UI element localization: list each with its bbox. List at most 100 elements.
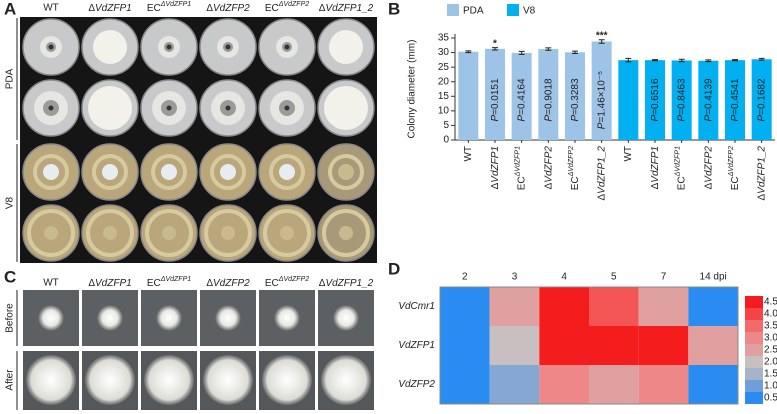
colony-center [221,226,235,240]
row-label: VdZFP2 [398,379,435,390]
column-label: ECΔVdZFP1 [147,1,191,14]
row-label: After [5,369,16,391]
colony [329,30,363,64]
p-value: P=0.4139 [703,78,714,122]
colony-core [225,105,231,111]
column-label: 7 [661,272,667,283]
heatmap-cell [489,365,540,404]
heatmap-cell [688,365,738,404]
colony [274,305,300,331]
legend-label: V8 [523,6,536,17]
p-value: P=0.3283 [570,78,581,122]
p-value: P=1.46×10⁻⁵ [596,71,607,129]
p-value: P=0.1682 [756,78,767,122]
colony-center [44,226,58,240]
colony-center [338,164,354,180]
y-axis-label: Colony diameter (mm) [407,40,418,139]
heatmap-cell [589,365,639,404]
colony [92,154,128,190]
significance: *** [596,30,608,41]
row-label: Before [5,303,16,333]
colony [204,209,252,257]
colony-center [43,164,59,180]
colony [33,154,69,190]
x-tick-label: ΔVdZFP1_2 [596,146,607,201]
heatmap-cell [638,287,689,326]
colony [328,154,364,190]
panel-letter: C [4,267,16,286]
x-tick-label: ΔVdZFP1 [490,146,501,189]
row-label: V8 [5,196,16,209]
error-bar [518,50,525,55]
bar [591,41,612,140]
bar [751,59,772,140]
error-bar [625,57,632,63]
colony-center [279,164,295,180]
colorbar-box [745,308,763,320]
colony [26,355,76,405]
panel-letter: D [388,259,400,278]
bar [485,48,505,141]
colony-core [284,105,290,111]
colorbar-box [745,368,763,380]
colony [97,305,123,331]
heatmap-cell [440,287,490,326]
x-tick-label: WT [623,146,634,162]
heatmap-cell [688,326,738,365]
heatmap-cell [688,287,738,326]
bar [458,51,479,140]
bar [725,60,745,140]
colony [156,305,182,331]
error-bar [492,47,498,51]
bar [565,52,585,140]
column-label: ΔVdZFP2 [206,3,250,14]
column-label: 2 [462,272,468,283]
colorbar-tick-label: 2.0 [764,357,777,368]
column-label: 5 [611,272,617,283]
x-tick-label: ΔVdZFP2 [703,146,714,190]
heatmap-cell [589,326,639,365]
colony-center [339,226,353,240]
colony [333,305,359,331]
colony [151,154,187,190]
column-label: ΔVdZFP1_2 [319,3,374,14]
colony [322,209,370,257]
y-tick-label: 10 [438,105,450,116]
colony [93,30,127,64]
column-label: ΔVdZFP2 [206,278,250,289]
colony [262,355,312,405]
colorbar-tick-label: 0.5 [764,393,777,404]
legend-swatch [447,4,459,16]
column-label: ΔVdZFP1_2 [319,278,374,289]
y-tick-label: 25 [438,62,450,73]
heatmap-border [439,286,739,405]
y-tick-label: 0 [443,135,449,146]
row-label: VdCmr1 [398,301,435,312]
colony [203,355,253,405]
colony [269,154,305,190]
y-tick-label: 30 [438,47,450,58]
column-label: ΔVdZFP1 [88,278,131,289]
heatmap-cell [489,326,540,365]
colorbar-box [745,332,763,344]
heatmap-cell [638,365,689,404]
bar [538,49,559,140]
column-label: ECΔVdZFP1 [147,276,191,289]
x-tick-label: ECΔVdZFP2 [568,146,581,190]
column-label: ECΔVdZFP2 [265,276,309,289]
heatmap-cell [589,287,639,326]
heatmap-cell [638,326,689,365]
colorbar-tick-label: 3.0 [764,333,777,344]
legend-label: PDA [463,6,484,17]
x-tick-label: ECΔVdZFP1 [515,146,528,190]
error-bar [545,47,552,51]
colony [144,355,194,405]
error-bar [598,39,605,44]
legend-swatch [507,4,519,16]
colony-core [166,105,172,111]
bar [618,60,639,140]
y-tick-label: 15 [438,91,450,102]
p-value: P=0.4541 [730,78,741,122]
colony [27,209,75,257]
colorbar-box [745,380,763,392]
